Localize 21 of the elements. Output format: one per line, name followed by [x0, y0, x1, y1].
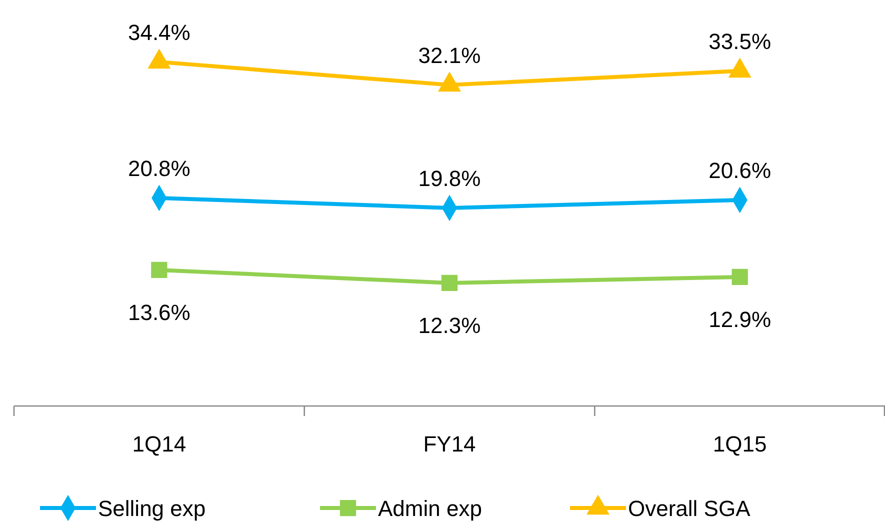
point	[151, 262, 168, 278]
data-label: 13.6%	[128, 300, 190, 325]
data-label: 33.5%	[708, 28, 772, 54]
point	[728, 58, 752, 78]
x-tick-label: FY14	[423, 432, 476, 457]
point	[438, 72, 462, 92]
x-tick-label: 1Q15	[712, 432, 767, 457]
data-label: 20.6%	[708, 158, 772, 183]
data-label: 32.1%	[418, 42, 481, 68]
x-tick-label: 1Q14	[132, 432, 186, 457]
point	[148, 48, 171, 69]
legend-label: Admin exp	[378, 496, 482, 521]
data-label: 20.8%	[128, 156, 190, 181]
data-label: 12.3%	[418, 312, 481, 338]
point	[732, 268, 748, 286]
data-label: 12.9%	[708, 306, 772, 332]
legend-label: Selling exp	[98, 496, 206, 521]
point	[441, 274, 458, 292]
data-label: 34.4%	[128, 20, 190, 45]
legend-label: Overall SGA	[628, 496, 751, 521]
data-label: 19.8%	[418, 166, 481, 191]
